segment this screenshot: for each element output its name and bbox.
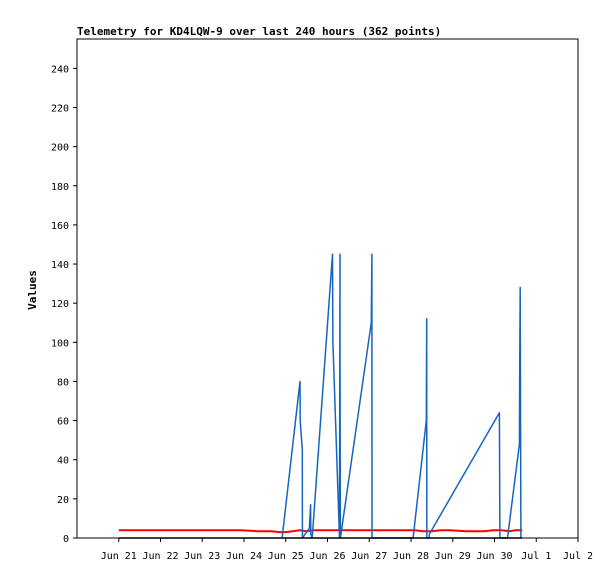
y-tick-label: 240: [51, 64, 69, 75]
x-tick-label: Jul 1: [521, 551, 551, 562]
series-line-0: [281, 253, 522, 539]
series-line-1: [118, 529, 523, 534]
x-tick-label: Jun 25: [268, 551, 304, 562]
y-tick-label: 220: [51, 103, 69, 114]
x-tick-label: Jun 30: [476, 551, 512, 562]
y-tick-label: 80: [57, 377, 69, 388]
series-layer: [118, 253, 523, 539]
y-tick-label: 120: [51, 299, 69, 310]
chart-title: Telemetry for KD4LQW-9 over last 240 hou…: [77, 25, 441, 38]
x-tick-label: Jun 24: [226, 551, 262, 562]
y-tick-label: 40: [57, 456, 69, 467]
x-tick-label: Jun 22: [142, 551, 178, 562]
y-tick-label: 140: [51, 260, 69, 271]
y-axis-label: Values: [26, 270, 39, 310]
x-tick-label: Jun 21: [101, 551, 137, 562]
x-tick-label: Jul 2: [563, 551, 593, 562]
x-axis: Jun 21 Jun 22 Jun 23 Jun 24 Jun 25 Jun 26 Jun …: [101, 538, 593, 562]
y-tick-label: 200: [51, 143, 69, 154]
y-tick-label: 0: [63, 534, 69, 545]
plot-area: [76, 38, 579, 539]
x-tick-label: Jun 23: [184, 551, 220, 562]
y-tick-label: 20: [57, 495, 69, 506]
y-tick-label: 180: [51, 182, 69, 193]
x-tick-label: Jun 27: [351, 551, 387, 562]
x-tick-label: Jun 29: [435, 551, 471, 562]
y-tick-label: 100: [51, 338, 69, 349]
y-tick-label: 60: [57, 417, 69, 428]
x-tick-label: Jun 28: [393, 551, 429, 562]
y-axis: 0 20 40 60 80 100 120 140 160 180 200 220 240: [51, 64, 77, 545]
x-tick-label: Jun 26: [309, 551, 345, 562]
y-tick-label: 160: [51, 221, 69, 232]
